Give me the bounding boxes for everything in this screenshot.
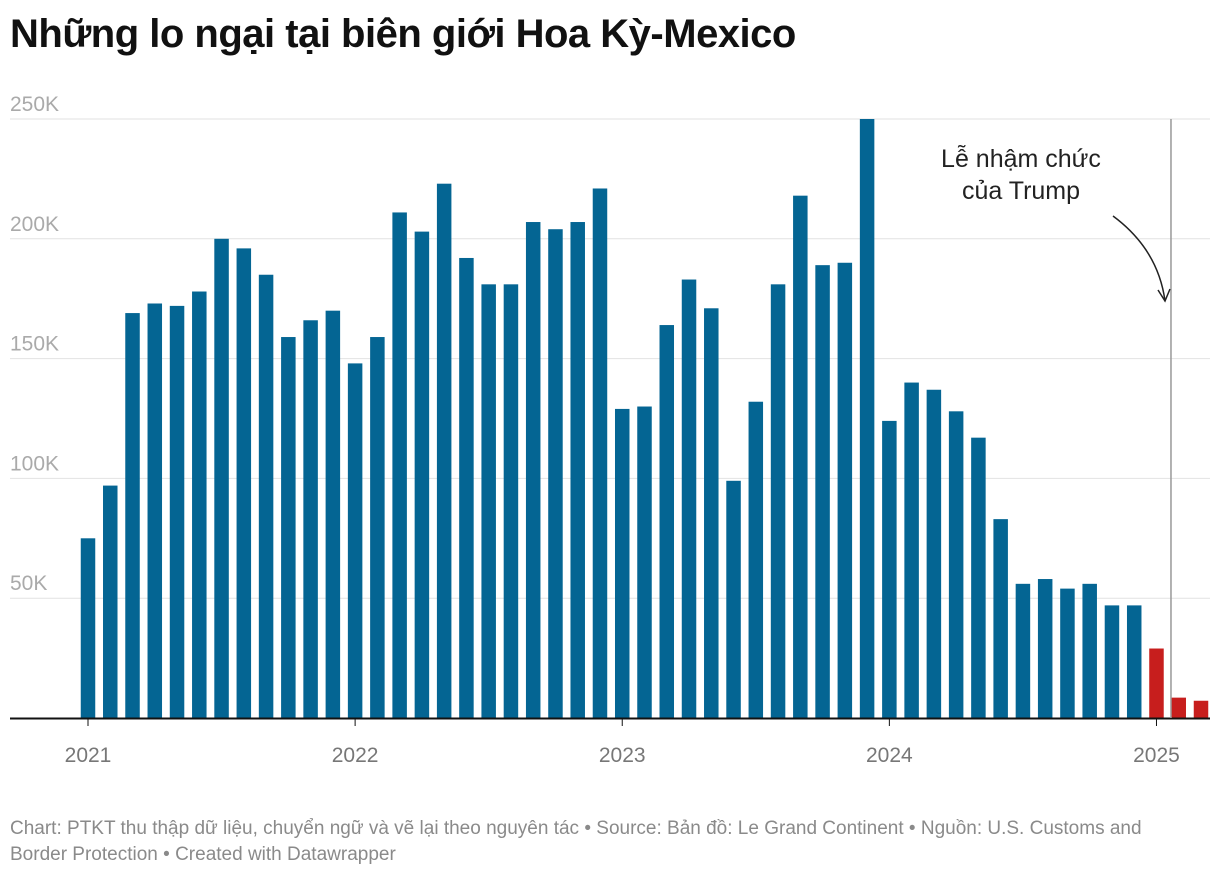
bar <box>1104 605 1120 718</box>
bar <box>325 310 341 718</box>
bar <box>1126 605 1142 718</box>
bar <box>971 437 986 718</box>
bar <box>169 305 185 718</box>
bars <box>80 119 1209 719</box>
bar <box>637 406 652 718</box>
bar <box>748 401 764 718</box>
bar <box>347 363 363 718</box>
bar <box>481 284 496 718</box>
bar <box>659 325 675 718</box>
bar <box>704 308 719 718</box>
footer-created-with: Created with Datawrapper <box>163 844 396 865</box>
bar <box>1193 700 1209 718</box>
annotation-line-1: Lễ nhậm chức <box>941 144 1101 173</box>
annotation-arrowhead <box>1157 288 1171 303</box>
x-tick-label: 2025 <box>1133 744 1180 767</box>
bar <box>948 411 964 718</box>
bar <box>125 313 140 718</box>
y-tick-label: 100K <box>10 452 59 475</box>
bar <box>192 291 207 718</box>
bar <box>1015 583 1031 718</box>
x-axis: 2021 2022 2023 2024 2025 <box>10 717 1210 767</box>
y-tick-label: 50K <box>10 572 47 595</box>
bar <box>1171 697 1186 718</box>
bar <box>815 265 830 718</box>
x-tick-label: 2021 <box>65 744 112 767</box>
bar <box>370 337 385 718</box>
bar <box>281 337 296 718</box>
bar <box>548 229 563 718</box>
inauguration-annotation: Lễ nhậm chức của Trump <box>941 144 1171 303</box>
bar <box>904 382 919 718</box>
bar <box>926 389 942 718</box>
bar <box>1082 583 1097 718</box>
bar <box>214 238 229 719</box>
bar <box>414 231 430 718</box>
footer-chart-credit: Chart: PTKT thu thập dữ liệu, chuyển ngữ… <box>10 818 580 839</box>
gridlines <box>10 118 1210 599</box>
bar <box>303 320 318 718</box>
annotation-line-2: của Trump <box>962 177 1080 205</box>
bar <box>147 303 163 718</box>
bar <box>837 262 853 718</box>
bar <box>459 257 474 718</box>
bar <box>681 279 697 718</box>
bar <box>592 188 608 718</box>
bar <box>570 222 585 718</box>
y-tick-label: 250K <box>10 93 59 116</box>
footer: Chart: PTKT thu thập dữ liệu, chuyển ngữ… <box>10 816 1200 868</box>
bar <box>392 212 407 718</box>
bar <box>859 119 875 718</box>
bar <box>993 519 1008 718</box>
bar <box>236 248 252 718</box>
bar <box>1149 648 1164 718</box>
bar <box>1037 579 1053 718</box>
annotation-arrow <box>1112 215 1166 302</box>
x-tick-label: 2024 <box>866 744 913 767</box>
bar <box>258 274 274 718</box>
y-tick-label: 200K <box>10 213 59 236</box>
bar <box>1060 588 1075 718</box>
chart-title: Những lo ngại tại biên giới Hoa Kỳ-Mexic… <box>10 12 796 56</box>
x-tick-label: 2023 <box>599 744 646 767</box>
bar <box>436 183 452 718</box>
bar-chart: 50K 100K 150K 200K 250K 2021 2022 2023 2024 2025… <box>10 93 1210 767</box>
bar <box>503 284 519 718</box>
bar <box>882 420 897 718</box>
bar <box>770 284 786 718</box>
bar <box>80 538 96 718</box>
x-tick-label: 2022 <box>332 744 379 767</box>
bar <box>525 222 541 718</box>
bar <box>103 485 118 718</box>
y-axis-labels: 50K 100K 150K 200K 250K <box>10 93 59 595</box>
bar <box>614 408 630 718</box>
bar <box>793 195 808 718</box>
bar <box>726 480 741 718</box>
y-tick-label: 150K <box>10 333 59 356</box>
